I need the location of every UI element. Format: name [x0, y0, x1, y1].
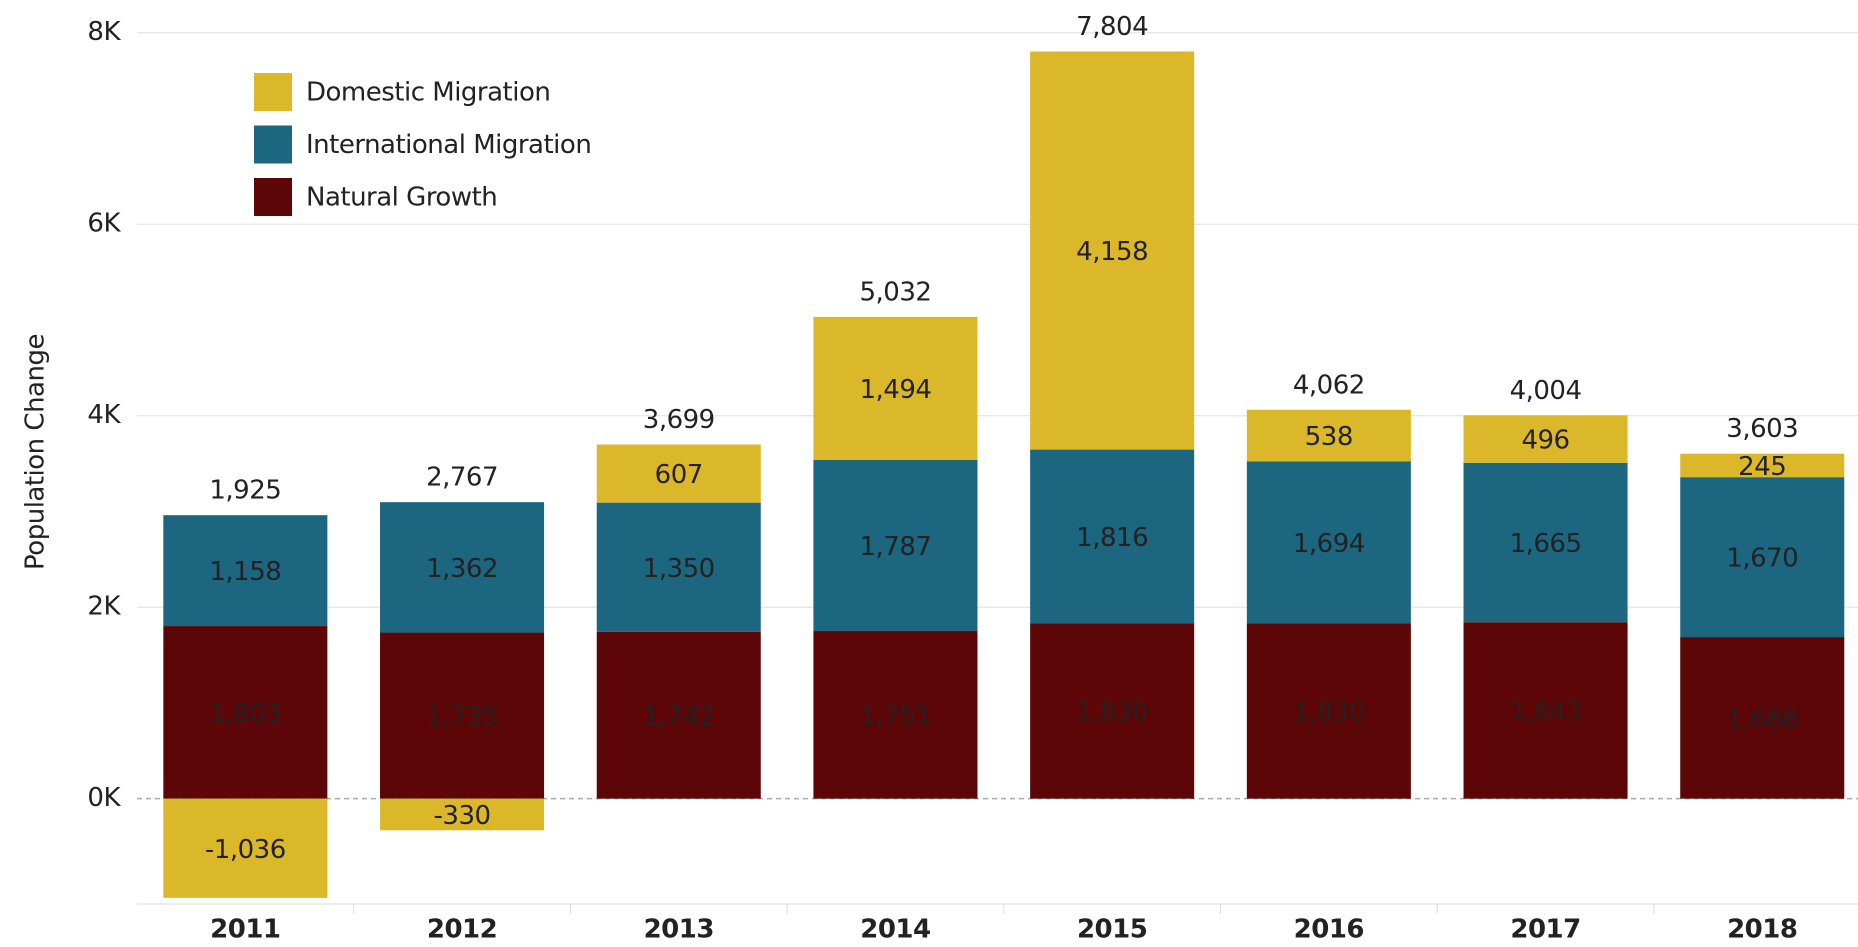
bar-segment: [596, 502, 761, 632]
data-label: 1,787: [859, 532, 931, 562]
total-label: 4,004: [1510, 376, 1582, 406]
data-label: 1,665: [1510, 529, 1582, 559]
x-tick-label: 2017: [1510, 915, 1580, 945]
x-tick-label: 2016: [1294, 915, 1364, 945]
data-label: 4,158: [1076, 237, 1148, 267]
total-label: 2,767: [426, 463, 498, 493]
data-label: 1,688: [1726, 704, 1798, 734]
data-label: 607: [655, 460, 703, 490]
data-label: 1,742: [643, 702, 715, 732]
x-tick-label: 2015: [1077, 915, 1147, 945]
total-label: 7,804: [1076, 12, 1148, 42]
data-label: -330: [434, 801, 491, 831]
legend-label: Domestic Migration: [306, 78, 550, 108]
bar-segment: [163, 798, 328, 898]
data-label: 496: [1521, 426, 1569, 456]
data-label: 1,158: [209, 557, 281, 587]
data-label: 538: [1305, 422, 1353, 452]
bar-segment: [1030, 623, 1195, 799]
data-label: 1,816: [1076, 523, 1148, 553]
bar-segment: [380, 632, 545, 799]
data-label: 1,843: [1510, 697, 1582, 727]
bar-segment: [1680, 637, 1845, 799]
bar-segment: [163, 626, 328, 799]
bar-segment: [1680, 453, 1845, 478]
data-label: 1,830: [1076, 698, 1148, 728]
x-tick-label: 2014: [860, 915, 930, 945]
y-tick-label: 0K: [87, 783, 121, 813]
legend-label: International Migration: [306, 130, 591, 160]
data-label: 1,694: [1293, 529, 1365, 559]
data-label: 1,494: [859, 375, 931, 405]
total-label: 5,032: [859, 277, 931, 307]
data-label: 1,670: [1726, 544, 1798, 574]
legend-swatch: [254, 178, 292, 216]
bar-segment: [1463, 462, 1628, 623]
x-tick-label: 2012: [427, 915, 497, 945]
x-tick-label: 2013: [644, 915, 714, 945]
bar-segment: [596, 444, 761, 503]
y-axis-label: Population Change: [21, 334, 51, 570]
total-label: 3,699: [643, 405, 715, 435]
total-label: 3,603: [1726, 414, 1798, 444]
bar-segment: [1246, 461, 1411, 624]
y-tick-label: 4K: [87, 400, 121, 430]
data-label: 1,362: [426, 554, 498, 584]
bar-segment: [813, 316, 978, 460]
data-label: 245: [1738, 452, 1786, 482]
bar-segment: [1463, 622, 1628, 799]
bar-segment: [1246, 409, 1411, 462]
legend-swatch: [254, 73, 292, 111]
x-tick-label: 2011: [210, 915, 280, 945]
bar-segment: [1030, 51, 1195, 450]
data-label: 1,350: [643, 554, 715, 584]
y-tick-label: 6K: [87, 209, 121, 239]
bar-segment: [813, 459, 978, 632]
data-label: 1,803: [209, 699, 281, 729]
total-label: 4,062: [1293, 370, 1365, 400]
bar-segment: [380, 502, 545, 633]
total-label: 1,925: [209, 476, 281, 506]
bar-segment: [1463, 415, 1628, 463]
bar-segment: [380, 798, 545, 831]
bar-segment: [1246, 623, 1411, 799]
x-tick-label: 2018: [1727, 915, 1797, 945]
bar-segment: [596, 631, 761, 799]
data-label: -1,036: [205, 835, 286, 865]
legend-swatch: [254, 125, 292, 164]
data-label: 1,751: [859, 701, 931, 731]
bar-segment: [163, 515, 328, 627]
bar-segment: [1030, 449, 1195, 624]
bar-segment: [813, 631, 978, 799]
y-tick-label: 2K: [87, 592, 121, 622]
bar-segment: [1680, 477, 1845, 638]
legend-label: Natural Growth: [306, 183, 497, 213]
y-tick-label: 8K: [87, 17, 121, 47]
data-label: 1,735: [426, 702, 498, 732]
data-label: 1,830: [1293, 698, 1365, 728]
